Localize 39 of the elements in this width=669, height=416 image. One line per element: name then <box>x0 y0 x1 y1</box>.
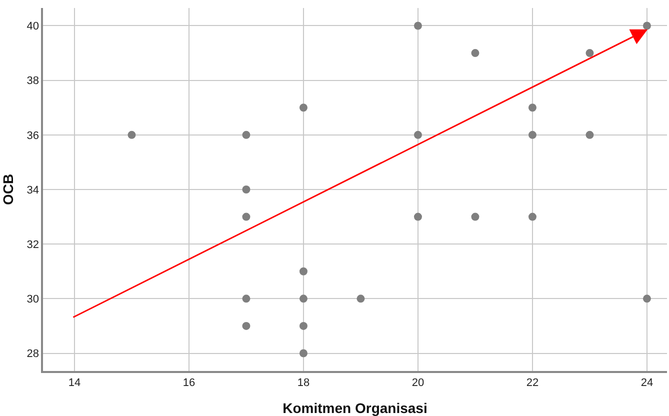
point <box>414 130 422 139</box>
point <box>356 294 365 303</box>
x-tick-label: 18 <box>297 376 310 389</box>
point <box>242 130 250 139</box>
x-tick-label: 22 <box>526 376 539 389</box>
point <box>299 322 308 330</box>
y-tick-label: 38 <box>26 75 40 88</box>
x-axis-title: Komitmen Organisasi <box>282 400 428 416</box>
point <box>299 267 308 276</box>
y-tick-label: 32 <box>26 238 40 251</box>
y-tick-label: 40 <box>26 20 40 33</box>
y-tick-label: 34 <box>26 184 40 196</box>
point <box>586 130 594 139</box>
point <box>586 49 594 58</box>
y-tick-label: 28 <box>26 348 40 360</box>
x-tick-label: 14 <box>68 376 81 389</box>
point <box>528 212 536 221</box>
point <box>642 294 651 303</box>
point <box>242 294 250 303</box>
point <box>242 212 250 221</box>
x-tick-label: 16 <box>182 376 196 389</box>
point <box>242 186 250 194</box>
point <box>299 104 308 112</box>
point <box>128 130 136 139</box>
x-tick-label: 20 <box>412 376 424 389</box>
point <box>414 22 422 30</box>
point <box>242 322 250 330</box>
point <box>528 104 536 112</box>
y-tick-label: 30 <box>26 294 40 306</box>
point <box>299 349 308 358</box>
point <box>528 130 536 139</box>
y-axis-title: OCB <box>0 174 16 206</box>
y-tick-label: 36 <box>26 130 40 142</box>
point <box>642 22 651 30</box>
point <box>471 212 480 221</box>
point <box>414 212 422 221</box>
x-tick-label: 24 <box>640 376 654 389</box>
point <box>299 294 308 303</box>
point <box>471 49 480 58</box>
